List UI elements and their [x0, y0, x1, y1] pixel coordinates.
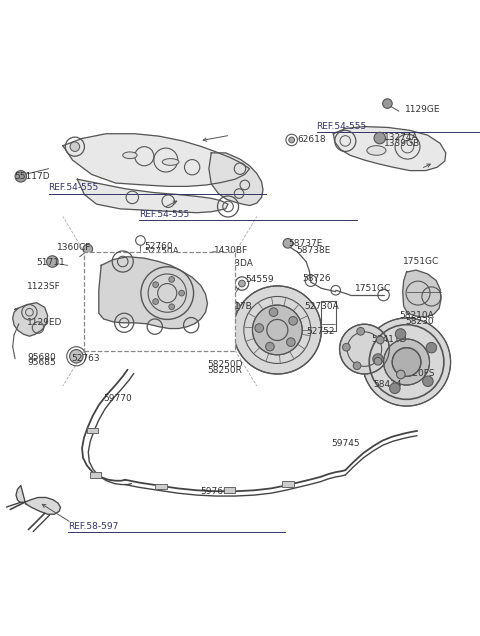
Circle shape	[396, 370, 405, 379]
Text: 58738E: 58738E	[296, 245, 330, 254]
Text: 59760A: 59760A	[201, 487, 236, 495]
Text: 58230: 58230	[405, 317, 434, 326]
Text: 58250D: 58250D	[207, 361, 243, 370]
Circle shape	[70, 142, 80, 151]
Polygon shape	[99, 257, 207, 329]
Circle shape	[265, 342, 274, 351]
Text: 58250R: 58250R	[207, 366, 242, 375]
Text: 95680: 95680	[27, 353, 56, 362]
Circle shape	[373, 354, 383, 364]
Ellipse shape	[123, 152, 137, 158]
Polygon shape	[16, 485, 60, 515]
Polygon shape	[333, 127, 446, 170]
Ellipse shape	[162, 158, 179, 165]
Text: 13274A: 13274A	[384, 132, 418, 142]
Circle shape	[283, 238, 293, 248]
Circle shape	[383, 99, 392, 108]
Circle shape	[214, 265, 223, 274]
Text: 62617B: 62617B	[217, 302, 252, 311]
Circle shape	[179, 290, 184, 296]
Text: 1751GC: 1751GC	[403, 257, 439, 266]
Text: 52730A: 52730A	[305, 302, 339, 311]
Text: 55117D: 55117D	[14, 172, 50, 181]
Text: 59745: 59745	[331, 439, 360, 448]
Circle shape	[362, 318, 451, 406]
Circle shape	[15, 170, 26, 182]
Text: 54453: 54453	[91, 307, 119, 316]
Circle shape	[255, 324, 264, 333]
Circle shape	[153, 299, 158, 305]
Text: 1360CF: 1360CF	[57, 243, 92, 252]
Polygon shape	[12, 303, 48, 336]
Circle shape	[169, 304, 175, 310]
Circle shape	[153, 282, 158, 287]
Text: 58411D: 58411D	[372, 335, 407, 343]
Text: REF.54-555: REF.54-555	[48, 183, 99, 192]
Text: 1220FS: 1220FS	[402, 368, 435, 378]
Circle shape	[230, 301, 240, 311]
Text: 1430BF: 1430BF	[214, 247, 248, 256]
Circle shape	[374, 132, 385, 144]
Circle shape	[339, 324, 389, 374]
Text: 52760: 52760	[144, 242, 173, 251]
Bar	[282, 481, 294, 487]
Circle shape	[426, 342, 437, 353]
Text: 1751GC: 1751GC	[355, 284, 391, 293]
Circle shape	[83, 244, 93, 254]
Text: 54559: 54559	[245, 275, 274, 284]
Text: 1123SF: 1123SF	[27, 282, 61, 291]
Circle shape	[252, 305, 302, 355]
Text: 62618: 62618	[298, 135, 326, 144]
Circle shape	[233, 286, 322, 374]
Circle shape	[70, 350, 83, 363]
Text: 58737E: 58737E	[288, 239, 322, 248]
Text: 52763: 52763	[72, 354, 100, 363]
Text: 1129GE: 1129GE	[405, 106, 441, 114]
Text: 51711: 51711	[36, 258, 65, 266]
Text: 52750A: 52750A	[144, 247, 179, 256]
Polygon shape	[403, 270, 441, 317]
Circle shape	[289, 317, 298, 325]
Bar	[87, 427, 98, 433]
Text: 1313DA: 1313DA	[217, 259, 253, 268]
Circle shape	[239, 280, 245, 287]
Text: 58726: 58726	[302, 274, 331, 283]
Bar	[90, 472, 101, 478]
Circle shape	[392, 348, 421, 377]
Bar	[156, 483, 167, 489]
Polygon shape	[209, 153, 263, 205]
Text: 52752: 52752	[306, 327, 335, 336]
Circle shape	[211, 255, 217, 262]
Bar	[224, 487, 235, 493]
Circle shape	[390, 383, 400, 394]
Text: 59770: 59770	[104, 394, 132, 403]
Text: 1339GB: 1339GB	[384, 139, 420, 148]
Circle shape	[384, 339, 430, 385]
Text: 51780: 51780	[110, 265, 139, 274]
Circle shape	[396, 329, 406, 339]
Circle shape	[47, 256, 58, 267]
Circle shape	[376, 336, 384, 344]
Circle shape	[269, 308, 278, 317]
Circle shape	[357, 328, 364, 335]
Text: REF.54-555: REF.54-555	[317, 122, 367, 131]
Circle shape	[169, 277, 175, 282]
Polygon shape	[63, 134, 250, 186]
Text: 58414: 58414	[373, 380, 402, 389]
Text: 1129ED: 1129ED	[27, 318, 62, 328]
Bar	[84, 252, 235, 350]
Text: 95685: 95685	[27, 359, 56, 368]
Circle shape	[374, 357, 382, 365]
Circle shape	[422, 376, 433, 387]
Text: REF.58-597: REF.58-597	[68, 522, 118, 530]
Circle shape	[343, 343, 350, 351]
Circle shape	[353, 362, 361, 370]
Text: 58210A: 58210A	[399, 311, 433, 320]
Ellipse shape	[367, 146, 386, 155]
Circle shape	[287, 338, 295, 347]
Text: REF.54-555: REF.54-555	[140, 210, 190, 219]
Polygon shape	[77, 179, 228, 212]
Text: 38002A: 38002A	[110, 335, 144, 344]
Circle shape	[289, 137, 295, 143]
